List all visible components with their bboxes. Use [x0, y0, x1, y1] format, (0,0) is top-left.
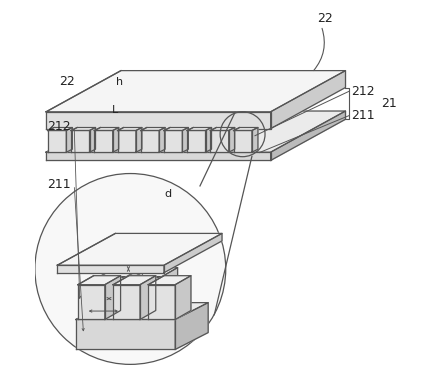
Polygon shape: [90, 127, 95, 152]
Polygon shape: [46, 70, 345, 112]
Polygon shape: [46, 112, 271, 129]
Polygon shape: [164, 233, 222, 273]
Polygon shape: [175, 303, 208, 349]
Polygon shape: [135, 277, 162, 311]
Text: L: L: [112, 105, 119, 115]
Polygon shape: [48, 130, 66, 152]
Polygon shape: [71, 130, 90, 152]
Polygon shape: [118, 130, 136, 152]
Polygon shape: [206, 127, 211, 152]
Polygon shape: [141, 127, 165, 130]
Polygon shape: [105, 276, 121, 319]
Text: 212: 212: [48, 120, 71, 133]
Polygon shape: [162, 268, 178, 311]
Polygon shape: [187, 130, 206, 152]
Polygon shape: [78, 285, 105, 319]
Polygon shape: [234, 130, 252, 152]
Text: 22: 22: [317, 12, 333, 25]
Polygon shape: [159, 127, 165, 152]
Polygon shape: [76, 319, 175, 349]
Polygon shape: [46, 111, 345, 152]
Polygon shape: [148, 285, 175, 319]
Polygon shape: [187, 127, 211, 130]
Text: 22: 22: [59, 75, 75, 88]
Polygon shape: [46, 152, 271, 161]
Text: 212: 212: [351, 85, 375, 98]
Polygon shape: [182, 127, 188, 152]
Polygon shape: [57, 233, 222, 265]
Polygon shape: [76, 303, 208, 319]
Polygon shape: [57, 265, 164, 273]
Polygon shape: [95, 127, 119, 130]
Text: 21: 21: [381, 97, 397, 110]
Polygon shape: [148, 276, 191, 285]
Polygon shape: [229, 127, 235, 152]
Polygon shape: [100, 268, 143, 277]
Polygon shape: [164, 127, 188, 130]
Polygon shape: [141, 130, 159, 152]
Polygon shape: [78, 276, 121, 285]
Polygon shape: [234, 127, 258, 130]
Polygon shape: [175, 276, 191, 319]
Polygon shape: [135, 268, 178, 277]
Polygon shape: [113, 285, 140, 319]
Polygon shape: [136, 127, 142, 152]
Polygon shape: [113, 276, 156, 285]
Polygon shape: [252, 127, 258, 152]
Text: h: h: [115, 77, 123, 87]
Polygon shape: [164, 130, 182, 152]
Polygon shape: [210, 130, 229, 152]
Polygon shape: [127, 268, 143, 311]
Polygon shape: [210, 127, 235, 130]
Polygon shape: [66, 127, 72, 152]
Text: 211: 211: [351, 109, 375, 122]
Polygon shape: [140, 276, 156, 319]
Circle shape: [35, 173, 226, 365]
Polygon shape: [271, 111, 345, 161]
Text: 211: 211: [48, 178, 71, 191]
Polygon shape: [113, 127, 119, 152]
Polygon shape: [118, 127, 142, 130]
Polygon shape: [100, 277, 127, 311]
Polygon shape: [271, 70, 345, 129]
Polygon shape: [48, 127, 72, 130]
Polygon shape: [95, 130, 113, 152]
Polygon shape: [71, 127, 95, 130]
Text: d: d: [164, 189, 171, 199]
